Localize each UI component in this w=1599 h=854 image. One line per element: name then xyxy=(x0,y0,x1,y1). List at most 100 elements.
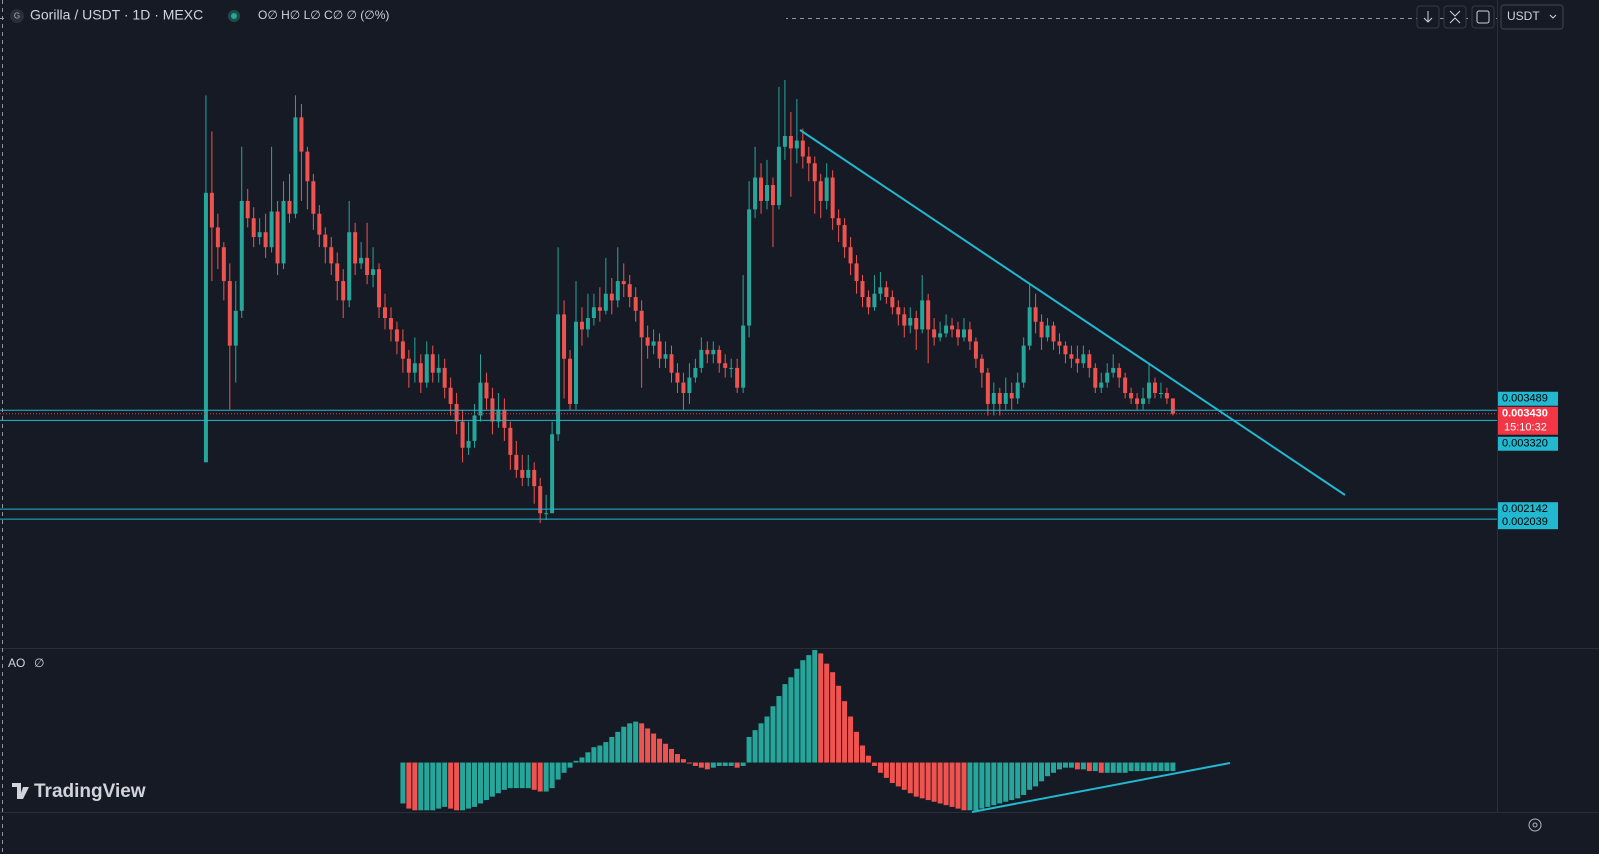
ao-bar xyxy=(561,762,567,773)
ao-bar xyxy=(967,762,973,811)
candle-body xyxy=(770,185,775,206)
ao-bar xyxy=(746,736,752,763)
ao-bar xyxy=(722,762,728,766)
currency-button[interactable] xyxy=(1500,4,1564,30)
ao-bar xyxy=(567,762,573,768)
ao-bar xyxy=(507,762,513,789)
candle-body xyxy=(299,117,304,152)
candle-body xyxy=(1147,382,1152,399)
candle-body xyxy=(782,136,787,147)
settings-icon-center xyxy=(1532,822,1538,828)
ao-bar xyxy=(871,762,877,766)
candle-body xyxy=(597,307,602,311)
candle-body xyxy=(633,297,638,311)
ao-bar xyxy=(818,653,824,763)
price-badge xyxy=(1498,436,1558,451)
candle-body xyxy=(908,318,913,326)
ao-bar xyxy=(1104,762,1110,773)
settings-icon[interactable] xyxy=(1528,818,1542,832)
ao-bar xyxy=(836,685,842,763)
candle-body xyxy=(1105,372,1110,383)
ao-bar xyxy=(543,762,549,792)
icon-maximize xyxy=(1476,10,1490,24)
last-price-badge xyxy=(1498,406,1558,435)
candle-body xyxy=(538,486,543,514)
ao-bar xyxy=(1092,762,1098,772)
button-maximize[interactable] xyxy=(1471,5,1495,29)
candle-body xyxy=(812,163,817,182)
ao-bar xyxy=(531,762,537,790)
candle-body xyxy=(1033,307,1038,322)
candle-body xyxy=(693,367,698,378)
currency-label: USDT xyxy=(1507,9,1540,23)
candle-body xyxy=(854,263,859,282)
ao-bar xyxy=(1128,762,1134,772)
ao-bar xyxy=(728,762,734,766)
ao-bar xyxy=(680,759,686,763)
candle-body xyxy=(329,247,334,264)
ao-bar xyxy=(764,716,770,763)
candle-body xyxy=(1099,382,1104,388)
candle-body xyxy=(866,297,871,308)
candle-body xyxy=(263,232,268,248)
candle-body xyxy=(896,307,901,315)
candle-body xyxy=(1117,367,1122,378)
candle-body xyxy=(1164,392,1169,399)
candle-body xyxy=(430,354,435,373)
candle-body xyxy=(251,218,256,238)
countdown-label: 15:10:32 xyxy=(1504,422,1547,434)
candle-body xyxy=(359,257,364,264)
candle-body xyxy=(657,341,662,359)
ao-bar xyxy=(770,706,776,763)
candle-body xyxy=(1170,398,1175,414)
candle-body xyxy=(203,192,208,463)
ao-bar xyxy=(525,762,531,789)
candle-body xyxy=(735,367,740,388)
ao-bar xyxy=(418,762,424,811)
candle-body xyxy=(388,318,393,330)
candle-body xyxy=(741,325,746,388)
candle-body xyxy=(382,307,387,319)
candle-body xyxy=(1069,354,1074,359)
candle-body xyxy=(926,300,931,330)
candle-body xyxy=(1087,354,1092,368)
ao-bar xyxy=(1110,762,1116,773)
ao-bar xyxy=(489,762,495,797)
candle-body xyxy=(836,218,841,226)
candle-body xyxy=(442,367,447,388)
candle-body xyxy=(305,151,310,182)
ao-bar xyxy=(1045,762,1051,777)
status-dot-inner xyxy=(231,13,237,19)
ao-bar xyxy=(704,762,710,770)
candle-body xyxy=(591,307,596,319)
candle-body xyxy=(1009,392,1014,399)
candle-body xyxy=(556,314,561,435)
ao-title: AO xyxy=(8,656,25,670)
ao-bar xyxy=(734,762,740,768)
ao-bar xyxy=(1009,762,1015,801)
price-badge xyxy=(1498,502,1558,517)
ao-bar xyxy=(537,762,543,792)
ao-bar xyxy=(555,762,561,780)
ao-bar xyxy=(710,762,716,768)
ao-bar xyxy=(513,762,519,789)
candle-body xyxy=(717,349,722,364)
ao-bar xyxy=(824,663,830,763)
candle-body xyxy=(956,329,961,338)
candle-body xyxy=(269,211,274,248)
ao-bar xyxy=(961,762,967,811)
candle-body xyxy=(860,281,865,298)
candle-body xyxy=(615,281,620,301)
button-collapse[interactable] xyxy=(1443,5,1467,29)
ao-bar xyxy=(854,731,860,763)
candle-body xyxy=(341,281,346,301)
ao-bar xyxy=(472,762,478,807)
ao-bar xyxy=(645,728,651,763)
ao-bar xyxy=(424,762,430,811)
ao-bar xyxy=(627,723,633,763)
candle-body xyxy=(418,363,423,383)
candle-body xyxy=(544,513,549,515)
candle-body xyxy=(568,358,573,404)
candle-body xyxy=(967,329,972,342)
